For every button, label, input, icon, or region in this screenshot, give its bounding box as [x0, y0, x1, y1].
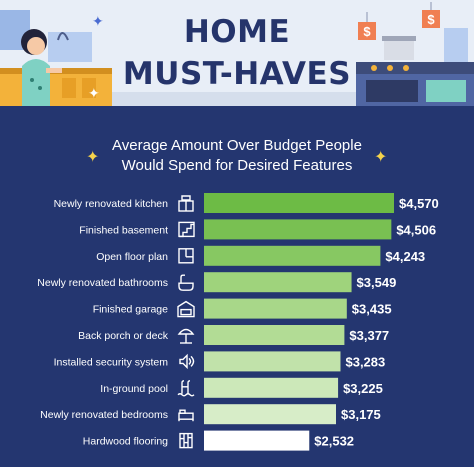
value-label: $3,549 [357, 275, 397, 290]
bathtub-icon [178, 274, 194, 291]
kitchen-icon [178, 195, 194, 212]
stove-illustration: $ $ [356, 2, 474, 106]
category-label: Hardwood flooring [83, 436, 168, 448]
svg-text:$: $ [363, 24, 371, 39]
bar [204, 298, 347, 319]
page-title-line2: MUST-HAVES [122, 56, 352, 92]
category-label: Finished garage [93, 304, 168, 316]
sparkle-icon: ✦ [88, 85, 100, 101]
value-label: $4,570 [399, 196, 439, 211]
bar [204, 351, 341, 372]
category-label: Newly renovated kitchen [54, 198, 169, 210]
page-title-line1: HOME [183, 14, 291, 50]
garage-icon [177, 300, 195, 318]
bar [204, 219, 392, 240]
value-label: $3,225 [343, 381, 383, 396]
sparkle-icon: ✦ [92, 13, 104, 29]
category-label: Newly renovated bathrooms [37, 277, 168, 289]
value-label: $4,243 [385, 249, 425, 264]
category-label: Newly renovated bedrooms [40, 409, 168, 421]
chart-title-line1: Average Amount Over Budget People [112, 137, 362, 154]
bar [204, 404, 337, 425]
banner-floor [0, 92, 474, 106]
value-label: $3,175 [341, 407, 381, 422]
bar [204, 325, 345, 345]
category-label: Finished basement [79, 224, 168, 236]
bar [204, 245, 381, 266]
category-label: In-ground pool [100, 383, 168, 395]
bar [204, 272, 352, 293]
category-label: Open floor plan [96, 251, 168, 263]
value-label: $2,532 [314, 434, 354, 449]
pool-ladder-icon [177, 380, 195, 397]
value-label: $3,377 [349, 328, 389, 343]
bar [204, 193, 394, 213]
bar [204, 377, 339, 398]
header-banner: ✦ ✦ $ $ HOME MUST-HAVES [0, 0, 474, 106]
category-label: Back porch or deck [78, 330, 169, 342]
star-icon: ✦ [374, 149, 388, 166]
chart-title-line2: Would Spend for Desired Features [121, 157, 353, 174]
star-icon: ✦ [86, 149, 100, 166]
hardwood-floor-icon [179, 432, 193, 449]
floor-plan-icon [178, 248, 194, 264]
category-label: Installed security system [54, 356, 169, 368]
svg-text:$: $ [427, 12, 435, 27]
woman-kitchen-illustration [0, 10, 112, 106]
bar [204, 430, 310, 451]
value-label: $3,283 [345, 354, 385, 369]
value-label: $3,435 [352, 302, 392, 317]
bed-icon [178, 409, 194, 422]
deck-umbrella-icon [177, 328, 195, 344]
bar-chart: Newly renovated kitchen $4,570 Finished ba… [37, 193, 439, 451]
speaker-alarm-icon [179, 353, 195, 370]
value-label: $4,506 [396, 222, 436, 237]
basement-stairs-icon [178, 221, 195, 238]
